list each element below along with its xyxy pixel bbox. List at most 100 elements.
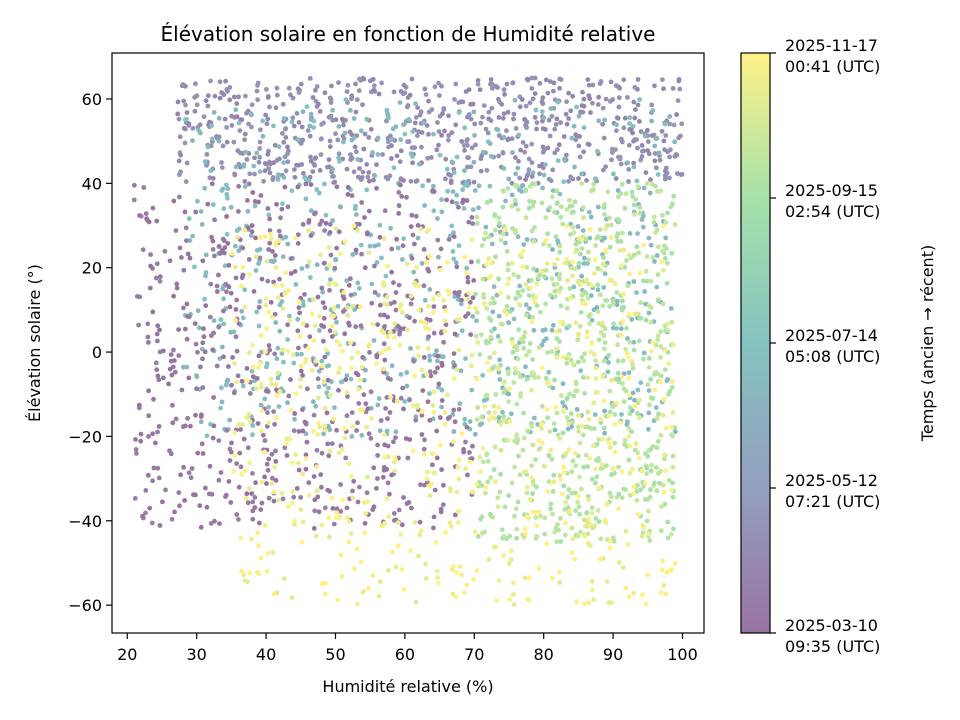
scatter-point: [570, 419, 575, 425]
scatter-point: [259, 349, 264, 355]
scatter-point: [264, 121, 270, 127]
scatter-point: [529, 75, 534, 81]
scatter-point: [338, 482, 343, 487]
scatter-point: [603, 520, 609, 526]
scatter-point: [619, 181, 625, 187]
scatter-point: [570, 224, 576, 230]
scatter-point: [659, 504, 664, 509]
scatter-point: [356, 401, 362, 406]
scatter-point: [557, 249, 563, 255]
scatter-point: [614, 302, 620, 308]
scatter-point: [474, 481, 479, 487]
scatter-point: [579, 273, 584, 279]
scatter-point: [587, 96, 593, 101]
scatter-point: [202, 296, 208, 302]
scatter-point: [349, 355, 355, 361]
scatter-point: [300, 109, 306, 115]
scatter-point: [393, 290, 399, 295]
scatter-point: [452, 376, 457, 382]
scatter-point: [539, 99, 545, 105]
scatter-point: [258, 428, 264, 434]
scatter-point: [329, 323, 335, 329]
scatter-point: [655, 438, 661, 444]
scatter-point: [227, 446, 233, 452]
scatter-point: [168, 352, 174, 357]
scatter-point: [391, 280, 396, 285]
scatter-point: [385, 443, 391, 449]
scatter-point: [184, 116, 189, 122]
scatter-point: [148, 252, 154, 257]
scatter-point: [349, 474, 354, 479]
scatter-point: [612, 421, 618, 427]
scatter-point: [678, 172, 684, 178]
scatter-point: [443, 176, 448, 182]
scatter-point: [379, 255, 384, 261]
scatter-point: [219, 385, 224, 391]
scatter-point: [211, 330, 217, 336]
scatter-point: [471, 109, 477, 115]
scatter-point: [348, 340, 354, 345]
scatter-point: [325, 441, 331, 447]
scatter-point: [435, 358, 440, 364]
scatter-point: [563, 111, 569, 117]
scatter-point: [150, 309, 156, 315]
scatter-point: [290, 489, 295, 494]
scatter-point: [470, 314, 476, 319]
scatter-point: [464, 582, 470, 588]
scatter-point: [228, 500, 234, 505]
scatter-point: [385, 111, 390, 116]
scatter-point: [505, 137, 511, 143]
scatter-point: [345, 192, 351, 197]
scatter-point: [614, 290, 620, 295]
scatter-point: [242, 179, 248, 184]
scatter-point: [529, 387, 534, 393]
scatter-point: [282, 184, 288, 190]
scatter-point: [436, 292, 442, 298]
scatter-point: [268, 231, 274, 237]
scatter-point: [629, 358, 635, 364]
scatter-point: [320, 300, 326, 305]
scatter-point: [242, 227, 248, 233]
scatter-point: [384, 428, 390, 434]
scatter-point: [461, 590, 467, 595]
scatter-point: [384, 496, 390, 502]
scatter-point: [342, 426, 348, 432]
colorbar-tick-label: 2025-07-14 05:08 (UTC): [785, 326, 880, 366]
scatter-point: [614, 128, 619, 134]
scatter-point: [522, 575, 528, 581]
scatter-point: [409, 256, 415, 261]
scatter-point: [434, 455, 440, 461]
scatter-point: [313, 87, 318, 93]
scatter-point: [446, 137, 451, 143]
scatter-point: [232, 361, 237, 366]
scatter-point: [497, 489, 503, 495]
scatter-point: [641, 350, 647, 356]
scatter-point: [464, 265, 470, 271]
scatter-point: [426, 131, 431, 137]
scatter-point: [257, 146, 262, 151]
scatter-point: [623, 388, 629, 394]
scatter-point: [299, 124, 305, 130]
scatter-point: [480, 149, 486, 155]
scatter-point: [203, 98, 209, 104]
scatter-point: [437, 152, 443, 158]
scatter-point: [305, 386, 310, 392]
scatter-point: [295, 316, 301, 322]
scatter-point: [321, 431, 326, 437]
scatter-point: [319, 581, 325, 587]
scatter-point: [270, 249, 275, 254]
scatter-point: [556, 527, 561, 533]
scatter-point: [330, 107, 335, 113]
scatter-point: [360, 169, 366, 175]
scatter-point: [616, 506, 621, 511]
scatter-point: [474, 417, 480, 422]
scatter-point: [534, 120, 540, 125]
scatter-point: [205, 144, 211, 150]
scatter-point: [448, 180, 454, 186]
scatter-point: [273, 478, 279, 483]
scatter-point: [389, 246, 395, 252]
scatter-point: [229, 113, 235, 119]
scatter-point: [385, 263, 390, 269]
scatter-point: [256, 159, 262, 165]
scatter-point: [467, 419, 473, 424]
